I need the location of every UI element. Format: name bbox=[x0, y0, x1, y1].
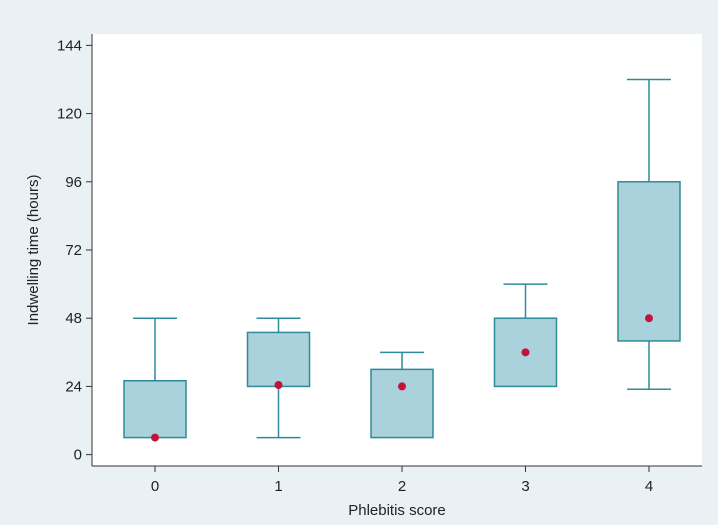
y-axis-ticks: 0 24 48 72 96 120 144 bbox=[57, 37, 92, 464]
box-group-0 bbox=[123, 317, 187, 442]
box-group-1 bbox=[246, 317, 311, 439]
iqr-box bbox=[370, 368, 434, 439]
box-series bbox=[123, 78, 681, 442]
x-tick-label: 3 bbox=[521, 478, 529, 495]
box-group-3 bbox=[493, 283, 558, 388]
y-tick-label: 144 bbox=[57, 37, 82, 54]
median-marker bbox=[645, 314, 653, 323]
y-tick-label: 48 bbox=[65, 310, 82, 327]
x-axis-ticks: 0 1 2 3 4 bbox=[151, 466, 653, 495]
x-tick-label: 4 bbox=[645, 478, 653, 495]
y-tick-label: 72 bbox=[65, 242, 82, 259]
x-tick-label: 2 bbox=[398, 478, 406, 495]
x-tick-label: 1 bbox=[274, 478, 282, 495]
box-group-2 bbox=[370, 351, 434, 439]
y-tick-label: 96 bbox=[65, 174, 82, 191]
y-tick-label: 120 bbox=[57, 106, 82, 123]
median-marker bbox=[521, 348, 530, 357]
median-marker bbox=[398, 382, 406, 391]
iqr-box bbox=[123, 379, 187, 439]
iqr-box bbox=[246, 331, 311, 388]
box-group-4 bbox=[617, 78, 681, 391]
x-axis-label: Phlebitis score bbox=[348, 502, 446, 519]
median-marker bbox=[151, 433, 159, 442]
y-tick-label: 0 bbox=[74, 447, 82, 464]
x-tick-label: 0 bbox=[151, 478, 159, 495]
median-marker bbox=[274, 381, 283, 389]
y-axis-label: Indwelling time (hours) bbox=[25, 175, 42, 326]
y-tick-label: 24 bbox=[65, 378, 82, 395]
